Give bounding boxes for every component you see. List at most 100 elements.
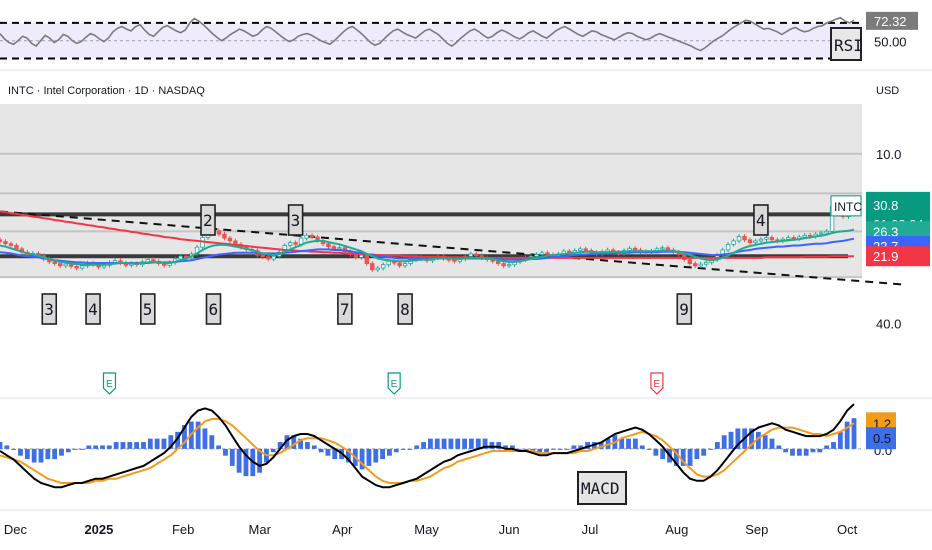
price-panel: 3452637894EEE40.010.0INTC30.801:02:2426.… <box>0 104 932 399</box>
macd-histogram-bar <box>154 438 160 449</box>
wave-marker-label: 7 <box>340 300 350 319</box>
macd-histogram-bar <box>844 421 850 449</box>
candle-body <box>501 263 506 267</box>
macd-histogram-bar <box>387 448 392 456</box>
macd-histogram-bar <box>24 448 30 460</box>
candle-body <box>74 265 79 269</box>
candle-body <box>753 240 758 244</box>
macd-histogram-bar <box>701 448 707 456</box>
macd-histogram-bar <box>277 442 283 449</box>
macd-histogram-bar <box>434 438 440 449</box>
candle-body <box>698 263 703 267</box>
macd-histogram-bar <box>810 448 816 453</box>
macd-histogram-bar <box>120 442 126 449</box>
macd-value-label: 0.5 <box>873 431 891 446</box>
macd-histogram-bar <box>380 448 385 460</box>
macd-histogram-bar <box>86 445 92 449</box>
candle-body <box>0 239 3 242</box>
macd-histogram-bar <box>646 448 652 450</box>
macd-histogram-bar <box>325 448 331 456</box>
macd-histogram-bar <box>106 445 112 449</box>
candle-body <box>474 253 479 257</box>
wave-marker-label: 4 <box>88 300 98 319</box>
price-tick-label: 10.0 <box>876 147 901 162</box>
candle-body <box>687 259 692 264</box>
time-tick-label: Apr <box>332 522 353 537</box>
macd-histogram-bar <box>0 442 3 449</box>
macd-histogram-bar <box>318 448 324 453</box>
macd-histogram-bar <box>38 448 44 463</box>
macd-histogram-bar <box>803 448 809 456</box>
candle-body <box>545 252 550 255</box>
macd-histogram-bar <box>626 438 631 449</box>
macd-histogram-bar <box>223 448 228 456</box>
rsi-panel: 72.32 50.00 RSI <box>0 11 932 71</box>
rsi-value-label: 72.32 <box>874 14 907 29</box>
macd-histogram-bar <box>769 438 775 449</box>
candle-body <box>402 263 408 267</box>
macd-histogram-bar <box>59 448 64 456</box>
macd-histogram-bar <box>790 448 795 456</box>
macd-histogram-bar <box>428 438 433 449</box>
candle-body <box>222 233 227 239</box>
macd-histogram-bar <box>619 438 625 449</box>
candle-body <box>178 255 183 260</box>
macd-histogram-bar <box>45 448 51 460</box>
macd-histogram-bar <box>708 448 713 450</box>
macd-histogram-bar <box>346 448 351 463</box>
macd-histogram-bar <box>4 445 10 449</box>
macd-histogram-bar <box>134 442 140 449</box>
candle-body <box>52 261 57 264</box>
candle-body <box>769 237 775 241</box>
candle-body <box>802 234 807 238</box>
ma-fast-line <box>0 228 855 266</box>
ma-slow-tag <box>866 246 930 267</box>
macd-histogram-bar <box>564 448 570 450</box>
macd-histogram-bar <box>195 421 201 449</box>
macd-histogram-bar <box>585 442 590 449</box>
candle-body <box>539 252 545 255</box>
macd-histogram-bar <box>475 438 481 449</box>
candle-body <box>227 237 233 242</box>
macd-histogram-bar <box>11 448 17 450</box>
rsi-mid-label: 50.00 <box>874 35 907 50</box>
candle-body <box>14 245 19 250</box>
macd-histogram-bar <box>639 445 645 449</box>
rsi-value-tag <box>866 11 918 30</box>
wave-marker-label: 6 <box>209 300 219 319</box>
candle-body <box>736 236 742 242</box>
wave-marker-box <box>205 293 222 325</box>
macd-histogram-bar <box>755 431 761 449</box>
macd-histogram-bar <box>127 442 133 449</box>
rsi-line <box>0 16 855 52</box>
price-tick-label: 40.0 <box>876 317 901 332</box>
candle-body <box>293 242 298 245</box>
macd-histogram-bar <box>141 442 146 449</box>
candle-body <box>397 262 402 267</box>
candle-body <box>375 267 380 271</box>
macd-histogram-bar <box>113 442 119 449</box>
trendline <box>0 210 903 286</box>
macd-histogram-bar <box>851 418 857 449</box>
candle-body <box>79 265 85 269</box>
candle-body <box>786 237 791 240</box>
symbol-header[interactable]: INTC · Intel Corporation · 1D · NASDAQ <box>8 85 205 97</box>
macd-histogram-bar <box>209 435 215 449</box>
macd-histogram-bar <box>673 448 679 466</box>
wave-marker-box <box>676 293 693 325</box>
macd-histogram-bar <box>93 445 99 449</box>
candle-body <box>534 254 539 257</box>
candle-body <box>808 234 813 237</box>
macd-value-tag <box>866 427 896 450</box>
macd-histogram-bar <box>441 438 447 449</box>
macd-histogram-bar <box>571 445 577 449</box>
wave-marker-label: 5 <box>143 300 153 319</box>
candle-body <box>506 264 512 267</box>
macd-histogram-bar <box>332 448 338 460</box>
macd-histogram-bar <box>817 448 823 453</box>
candle-body <box>764 237 769 240</box>
macd-histogram-bar <box>359 448 365 470</box>
earnings-marker-label: E <box>653 379 660 390</box>
macd-histogram-bar <box>824 445 830 449</box>
candle-body <box>58 263 63 267</box>
